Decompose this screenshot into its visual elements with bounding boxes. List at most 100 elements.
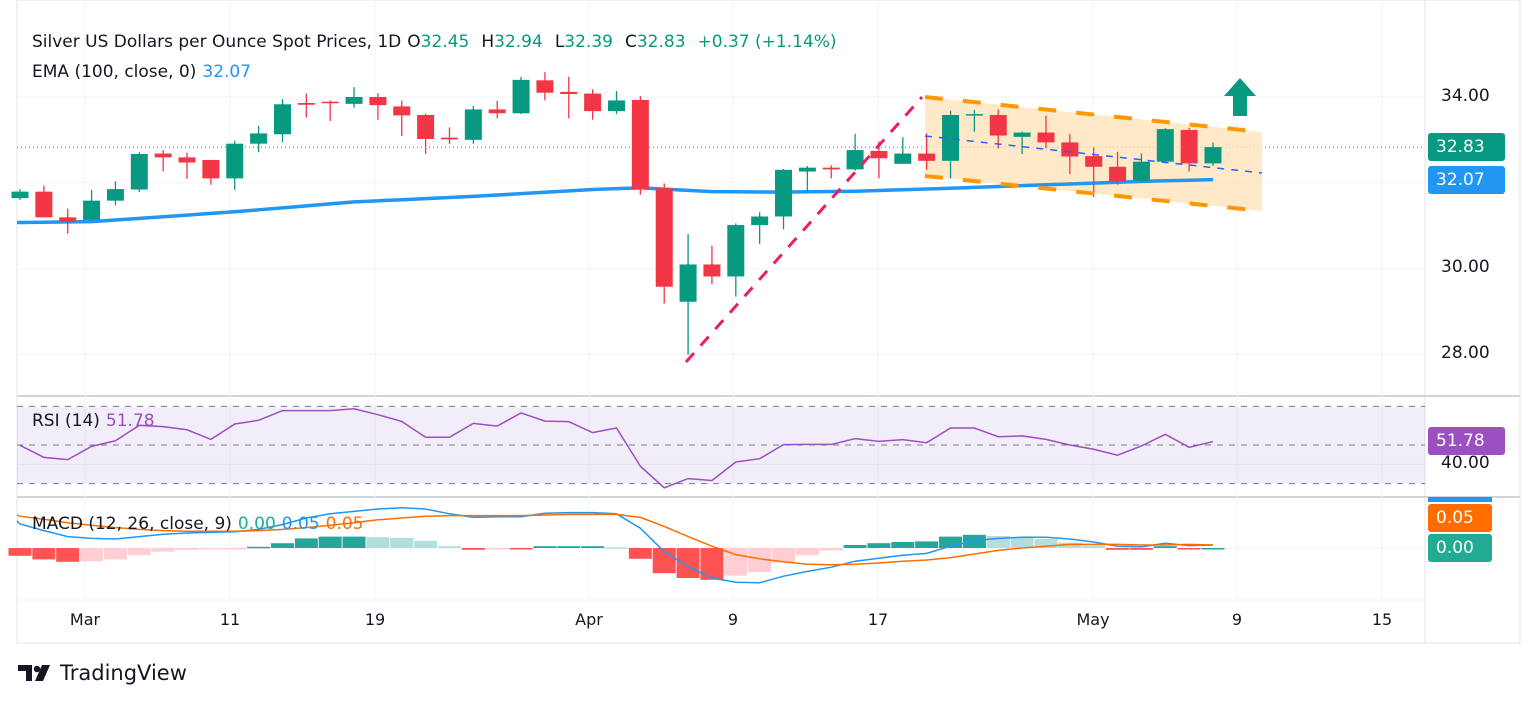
ema-legend[interactable]: EMA (100, close, 0) 32.07 (32, 62, 257, 82)
candle (679, 234, 697, 355)
candle (989, 109, 1007, 149)
candle (536, 72, 554, 101)
candle-body (417, 114, 435, 139)
candle (369, 93, 387, 120)
macd-histogram-bar (223, 548, 247, 550)
tradingview-logo[interactable]: TradingView (18, 661, 187, 685)
candle-body (608, 100, 625, 112)
candle (655, 183, 673, 304)
rsi-value: 51.78 (105, 411, 155, 431)
candle-body (631, 99, 649, 190)
macd-signal-badge: 0.05 (1428, 504, 1492, 532)
macd-histogram-bar (1201, 548, 1225, 550)
macd-histogram-bar (533, 546, 557, 548)
candle (417, 113, 435, 154)
rsi-pane (17, 405, 1425, 489)
macd-histogram-bar (772, 548, 796, 563)
candle-body (130, 153, 148, 190)
candle-body (369, 97, 387, 106)
candle (106, 181, 124, 206)
candle-body (1109, 166, 1127, 182)
macd-histogram-bar (414, 540, 438, 548)
candle-body (202, 159, 220, 179)
candle (83, 189, 101, 222)
chart-frame (16, 0, 1521, 644)
candle (1061, 133, 1079, 175)
time-tick: 15 (1371, 610, 1393, 629)
macd-histogram-bar (56, 548, 80, 562)
macd-histogram-bar (175, 548, 199, 550)
macd-histogram-bar (1129, 548, 1153, 550)
trend-drawings[interactable] (684, 78, 1263, 363)
ohlc-high: H32.94 (481, 32, 548, 52)
rsi-legend[interactable]: RSI (14) 51.78 (32, 411, 161, 431)
candle (488, 100, 506, 119)
macd-hist-badge: 0.00 (1428, 534, 1492, 562)
macd-histogram-bar (1034, 539, 1058, 548)
macd-histogram-bar (939, 536, 963, 548)
candle-body (751, 216, 769, 226)
time-tick: 9 (727, 610, 739, 629)
candle-body (703, 264, 721, 277)
macd-histogram-bar (199, 548, 223, 550)
candle (560, 76, 578, 119)
last-price-badge: 32.83 (1428, 133, 1505, 161)
candle-body (870, 150, 888, 159)
candle (1132, 153, 1150, 183)
macd-histogram-bar (247, 546, 271, 549)
candle-body (226, 143, 244, 179)
ohlc-close: C32.83 (625, 32, 692, 52)
candle (822, 165, 840, 179)
close-label: C (624, 32, 637, 52)
candle (846, 133, 864, 171)
macd-label: MACD (12, 26, close, 9) (32, 514, 232, 534)
candle (59, 208, 77, 234)
change-value: +0.37 (+1.14%) (697, 32, 837, 52)
macd-line (16, 507, 1214, 584)
channel-midline (924, 135, 1263, 174)
ema-value: 32.07 (202, 62, 252, 82)
candle-body (106, 189, 124, 201)
candle-body (679, 264, 697, 302)
candle (273, 99, 291, 143)
macd-histogram-bar (700, 548, 724, 580)
candle (1156, 128, 1174, 164)
macd-histogram-bar (8, 548, 32, 556)
candle-body (1204, 147, 1222, 164)
candle-body (1085, 156, 1103, 167)
low-label: L (554, 32, 565, 52)
candle (1204, 142, 1222, 166)
close-value: 32.83 (636, 32, 686, 52)
tradingview-logo-icon (18, 665, 50, 681)
macd-line-value: 0.05 (281, 514, 320, 534)
candle-body (273, 104, 291, 135)
macd-histogram-bar (509, 548, 533, 550)
up-arrow-icon (1224, 78, 1256, 116)
macd-hist-value: 0.00 (237, 514, 276, 534)
macd-histogram-bar (676, 548, 700, 578)
ema-100-line (17, 177, 1214, 225)
ema-price-badge: 32.07 (1428, 166, 1505, 194)
open-label: O (407, 32, 421, 52)
candle-body (512, 79, 530, 114)
candle (35, 185, 53, 218)
candle-body (942, 114, 960, 161)
candle (727, 223, 745, 297)
candle (608, 91, 625, 115)
candle (393, 100, 411, 136)
macd-histogram-bar (795, 548, 819, 556)
macd-legend[interactable]: MACD (12, 26, close, 9) 0.00 0.05 0.05 (32, 514, 370, 534)
macd-histogram-bar (366, 537, 390, 548)
candle-body (345, 97, 363, 104)
macd-signal-value: 0.05 (325, 514, 364, 534)
candle (202, 159, 220, 185)
macd-histogram-bar (1106, 548, 1130, 550)
candle (345, 87, 363, 108)
rsi-tick: 40.00 (1441, 453, 1490, 473)
price-tick: 28.00 (1441, 343, 1490, 363)
price-tick: 30.00 (1441, 257, 1490, 277)
macd-histogram-bar (557, 546, 581, 548)
candle (584, 89, 602, 120)
candle (894, 137, 912, 164)
